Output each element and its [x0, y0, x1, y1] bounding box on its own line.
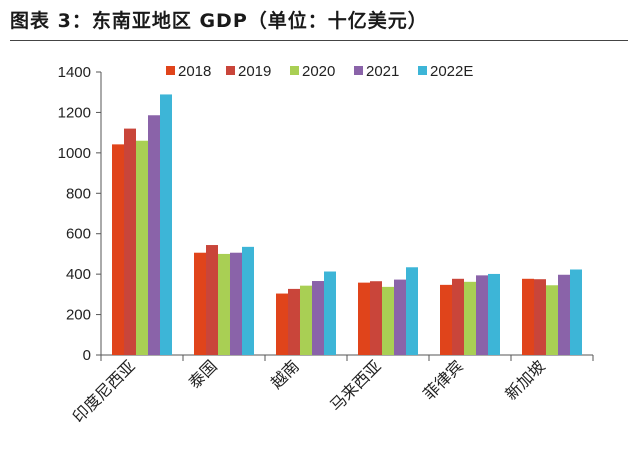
y-tick-label: 200 — [66, 307, 91, 324]
bar — [406, 267, 418, 355]
bar — [242, 246, 254, 355]
bar — [230, 252, 242, 355]
y-tick-label: 1200 — [58, 104, 91, 121]
bar — [522, 278, 534, 355]
bar — [546, 285, 558, 355]
chart-legend: 2018 2019 2020 2021 2022E — [166, 63, 473, 80]
legend-label: 2020 — [302, 63, 335, 80]
bar — [370, 281, 382, 355]
bar — [148, 115, 160, 355]
bar — [136, 140, 148, 355]
bar — [570, 269, 582, 355]
legend-swatch — [290, 66, 299, 75]
y-tick-label: 1000 — [58, 145, 91, 162]
x-tick-label: 印度尼西亚 — [69, 356, 139, 426]
y-tick-label: 600 — [66, 226, 91, 243]
legend-swatch — [226, 66, 235, 75]
bar — [558, 274, 570, 355]
bar — [488, 273, 500, 355]
bar — [300, 285, 312, 355]
x-tick-label: 菲律宾 — [419, 356, 466, 403]
legend-swatch — [166, 66, 175, 75]
bar — [312, 281, 324, 355]
bar — [464, 281, 476, 355]
bar — [358, 282, 370, 355]
y-tick-label: 800 — [66, 185, 91, 202]
legend-label: 2021 — [366, 63, 399, 80]
bar — [288, 288, 300, 355]
title-divider — [10, 40, 628, 41]
bar — [124, 128, 136, 355]
bar — [218, 253, 230, 355]
legend-swatch — [354, 66, 363, 75]
bar — [206, 245, 218, 355]
bar — [452, 278, 464, 355]
bar — [194, 252, 206, 355]
y-tick-label: 400 — [66, 266, 91, 283]
bar — [394, 279, 406, 355]
y-tick-label: 0 — [83, 347, 91, 364]
bar — [476, 275, 488, 355]
x-tick-label: 马来西亚 — [326, 356, 385, 415]
legend-label: 2022E — [430, 63, 473, 80]
bar — [112, 144, 124, 355]
chart-bars — [112, 94, 582, 355]
bar — [534, 279, 546, 355]
bar — [276, 293, 288, 355]
x-tick-label: 越南 — [267, 356, 303, 392]
bar — [324, 271, 336, 355]
y-tick-label: 1400 — [58, 64, 91, 81]
legend-label: 2019 — [238, 63, 271, 80]
x-tick-label: 泰国 — [185, 356, 221, 392]
x-tick-label: 新加坡 — [501, 356, 548, 403]
bar — [160, 94, 172, 355]
bar — [382, 286, 394, 355]
legend-label: 2018 — [178, 63, 211, 80]
figure-title: 图表 3：东南亚地区 GDP（单位：十亿美元） — [10, 10, 428, 32]
bar — [440, 284, 452, 355]
legend-swatch — [418, 66, 427, 75]
